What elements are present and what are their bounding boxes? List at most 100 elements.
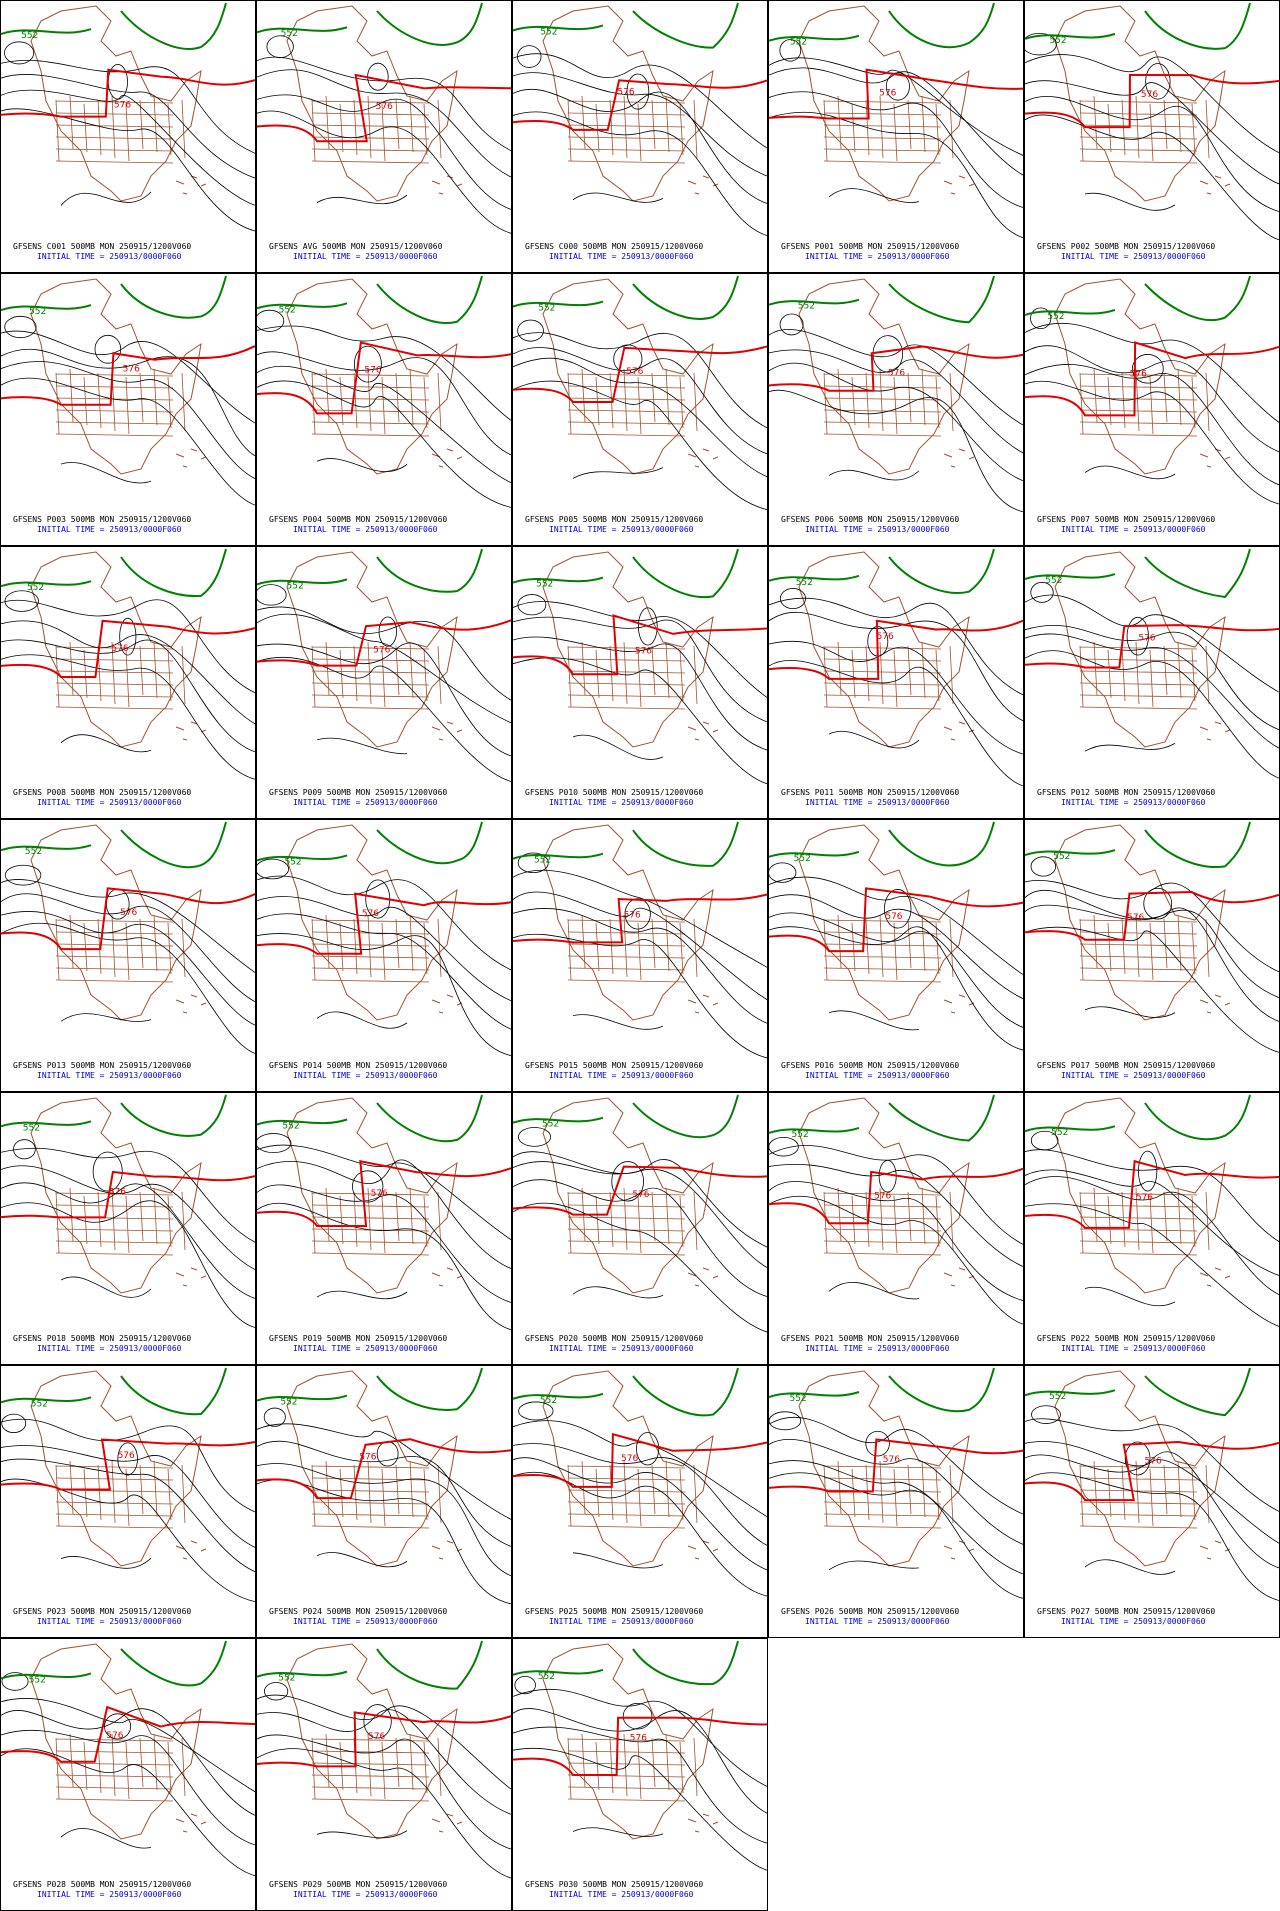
low-contour: [517, 594, 547, 616]
height-contour: [257, 1463, 511, 1577]
height-contour: [257, 365, 511, 484]
map: 552 576: [769, 1367, 1023, 1599]
map: 552 576: [1025, 2, 1279, 241]
map-panel: 552 576 GFSENS P023 500MB MON 250915/1200V…: [0, 1365, 256, 1638]
islands: [943, 175, 975, 195]
low-contour: [257, 584, 287, 606]
contour-label: 576: [371, 1189, 388, 1199]
contour-label: 552: [1053, 852, 1070, 862]
coastline: [286, 1097, 458, 1294]
map-panel: 552 576 GFSENS P009 500MB MON 250915/1200V…: [256, 546, 512, 819]
state-borders: [567, 914, 698, 983]
map: 552 576: [1, 2, 255, 232]
low-contour: [624, 898, 651, 930]
contour-552: [257, 1640, 483, 1690]
height-contour: [257, 94, 511, 210]
height-contour: [769, 926, 1023, 1051]
contour-label: 576: [888, 368, 905, 378]
contour-label: 576: [630, 1734, 647, 1744]
height-contour: [513, 357, 767, 478]
coastline: [1054, 278, 1226, 475]
map: 552 576: [513, 1094, 767, 1333]
height-contour: [1, 89, 255, 206]
initial-time: INITIAL TIME = 250913/0000F060: [293, 525, 438, 534]
panel-title: GFSENS P018 500MB MON 250915/1200V060: [13, 1334, 192, 1343]
contour-label: 552: [534, 856, 551, 866]
low-contour: [367, 62, 389, 91]
height-contour: [257, 325, 511, 421]
contour-552: [513, 2, 739, 49]
contour-label: 576: [626, 367, 643, 377]
contour-552: [257, 821, 483, 865]
contour-label: 552: [282, 1122, 299, 1132]
panel-title: GFSENS P026 500MB MON 250915/1200V060: [781, 1607, 960, 1616]
low-contour: [769, 862, 797, 883]
map-panel: 552 576 GFSENS P019 500MB MON 250915/1200V…: [256, 1092, 512, 1365]
contour-label: 552: [798, 302, 815, 312]
low-contour: [92, 1151, 123, 1192]
height-contour: [513, 1457, 767, 1571]
height-contour: [1, 1165, 255, 1270]
islands: [1199, 448, 1231, 468]
map: 552 576: [513, 821, 767, 1059]
height-contour: [513, 332, 767, 429]
height-contour: [257, 1734, 511, 1850]
map-panel: 552 576 GFSENS P011 500MB MON 250915/1200V…: [768, 546, 1024, 819]
coastline: [30, 278, 202, 475]
panel-title: GFSENS P015 500MB MON 250915/1200V060: [525, 1061, 704, 1070]
height-contour: [1084, 192, 1176, 211]
contour-576: [513, 345, 767, 404]
panel-title: GFSENS P016 500MB MON 250915/1200V060: [781, 1061, 960, 1070]
islands: [175, 175, 207, 195]
low-contour: [517, 852, 549, 874]
coastline: [1054, 824, 1226, 1021]
panel-title: GFSENS P007 500MB MON 250915/1200V060: [1037, 515, 1216, 524]
contour-576: [1025, 341, 1279, 417]
contour-552: [769, 821, 995, 867]
initial-time: INITIAL TIME = 250913/0000F060: [805, 1617, 950, 1626]
map: 552 576: [769, 548, 1023, 787]
islands: [1199, 1540, 1231, 1560]
state-borders: [311, 1733, 442, 1802]
contour-552: [1025, 548, 1251, 599]
map: 552 576: [257, 548, 511, 782]
height-contour: [60, 1013, 152, 1022]
height-contour: [1025, 1169, 1279, 1276]
panel-title: GFSENS AVG 500MB MON 250915/1200V060: [269, 242, 443, 251]
islands: [175, 721, 207, 741]
height-contour: [513, 616, 767, 723]
contour-552: [1, 2, 227, 50]
low-contour: [1145, 63, 1171, 100]
height-contour: [257, 1184, 511, 1303]
map-panel: 552 576 GFSENS P029 500MB MON 250915/1200V…: [256, 1638, 512, 1911]
contour-label: 576: [373, 645, 390, 655]
height-contour: [769, 894, 1023, 999]
contour-label: 576: [1130, 370, 1147, 380]
height-contour: [60, 1276, 152, 1298]
height-contour: [1025, 594, 1279, 693]
contour-label: 576: [376, 102, 393, 112]
islands: [175, 1813, 207, 1833]
low-contour: [637, 607, 658, 646]
map: 552 576: [1025, 1094, 1279, 1327]
contour-label: 552: [794, 854, 811, 864]
low-contour: [378, 616, 397, 647]
height-contour: [257, 1159, 511, 1269]
map-panel: 552 576 GFSENS P026 500MB MON 250915/1200V…: [768, 1365, 1024, 1638]
initial-time: INITIAL TIME = 250913/0000F060: [549, 1890, 694, 1899]
islands: [687, 721, 719, 741]
low-contour: [865, 1430, 890, 1457]
low-contour: [1031, 1405, 1061, 1424]
low-contour: [264, 1682, 289, 1701]
coastline: [542, 824, 714, 1021]
height-contour: [257, 933, 511, 1056]
contour-576: [769, 345, 1023, 392]
map: 552 576: [257, 1367, 511, 1605]
height-contour: [1, 599, 255, 694]
low-contour: [517, 1127, 552, 1147]
contour-label: 576: [1127, 913, 1144, 923]
height-contour: [1084, 465, 1176, 480]
height-contour: [257, 913, 511, 1030]
